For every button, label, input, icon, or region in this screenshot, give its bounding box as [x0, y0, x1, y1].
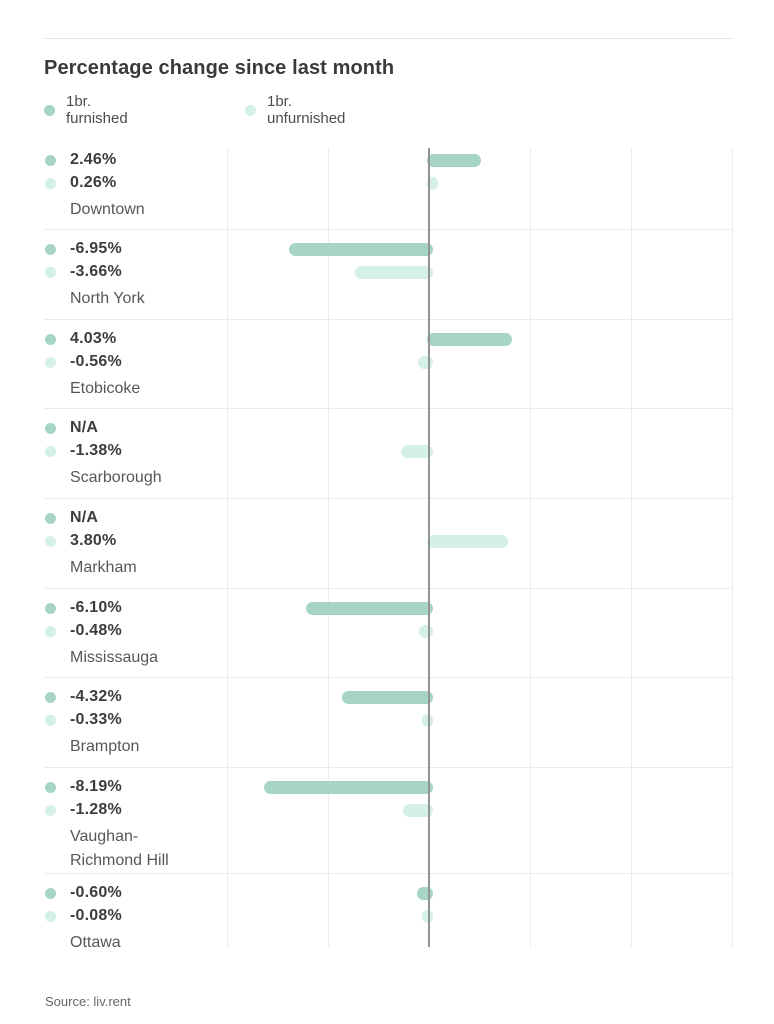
chart-row-markham: N/A 3.80% Markham: [44, 499, 733, 589]
unfurnished-bar: [355, 265, 433, 279]
chart-row-ottawa: -0.60% -0.08% Ottawa: [44, 874, 733, 951]
category-label: Etobicoke: [70, 380, 141, 397]
furnished-value: -0.60%: [70, 884, 122, 901]
category-label: Scarborough: [70, 469, 162, 486]
furnished-bar: [416, 886, 433, 900]
unfurnished-value: -0.48%: [70, 622, 122, 639]
unfurnished-dot-icon: [45, 266, 56, 278]
furnished-dot-icon: [45, 887, 56, 899]
zero-axis-line: [428, 148, 430, 947]
gridline: [529, 148, 531, 947]
chart-row-north-york: -6.95% -3.66% North York: [44, 230, 733, 320]
legend-item-furnished: 1br. furnished: [44, 93, 128, 127]
furnished-dot-icon: [45, 422, 56, 434]
legend-label-unfurnished: 1br. unfurnished: [267, 93, 346, 127]
unfurnished-bar: [422, 713, 433, 727]
unfurnished-dot-icon: [45, 177, 56, 189]
unfurnished-dot-icon: [45, 445, 56, 457]
unfurnished-bar: [422, 909, 433, 923]
source-note: Source: liv.rent: [45, 994, 131, 1009]
furnished-dot-icon: [45, 781, 56, 793]
unfurnished-dot-icon: [45, 714, 56, 726]
chart-row-etobicoke: 4.03% -0.56% Etobicoke: [44, 320, 733, 409]
chart-title: Percentage change since last month: [44, 57, 395, 79]
furnished-dot-icon: [45, 243, 56, 255]
unfurnished-value: -1.38%: [70, 442, 122, 459]
category-label: Markham: [70, 559, 137, 576]
furnished-bar: [263, 780, 433, 794]
furnished-dot-icon: [45, 154, 56, 166]
gridline: [630, 148, 632, 947]
unfurnished-value: -0.08%: [70, 907, 122, 924]
gridline: [226, 148, 228, 947]
chart-row-downtown: 2.46% 0.26% Downtown: [44, 141, 733, 230]
furnished-dot-icon: [45, 691, 56, 703]
unfurnished-value: -0.33%: [70, 711, 122, 728]
furnished-value: 4.03%: [70, 330, 117, 347]
furnished-value: -8.19%: [70, 778, 122, 795]
gridline: [731, 148, 733, 947]
unfurnished-value: 0.26%: [70, 174, 117, 191]
category-label: Mississauga: [70, 649, 159, 666]
category-label: Downtown: [70, 201, 145, 218]
legend-item-unfurnished: 1br. unfurnished: [245, 93, 345, 127]
furnished-value: -6.95%: [70, 240, 122, 257]
unfurnished-dot-icon: [45, 535, 56, 547]
furnished-value: 2.46%: [70, 151, 117, 168]
furnished-bar: [427, 153, 481, 167]
unfurnished-dot-icon: [45, 356, 56, 368]
legend-label-furnished: 1br. furnished: [66, 93, 128, 127]
unfurnished-bar: [427, 176, 438, 190]
unfurnished-bar: [417, 355, 433, 369]
unfurnished-value: 3.80%: [70, 532, 117, 549]
furnished-bar: [288, 242, 433, 256]
category-label: Vaughan- Richmond Hill: [70, 828, 169, 869]
chart-row-scarborough: N/A -1.38% Scarborough: [44, 409, 733, 499]
furnished-value: -6.10%: [70, 599, 122, 616]
category-label: Ottawa: [70, 934, 121, 951]
unfurnished-legend-dot-icon: [245, 104, 256, 116]
furnished-legend-dot-icon: [44, 104, 55, 116]
category-label: Brampton: [70, 738, 140, 755]
furnished-value: N/A: [70, 509, 99, 526]
unfurnished-value: -0.56%: [70, 353, 122, 370]
unfurnished-bar: [427, 534, 508, 548]
top-divider: [44, 38, 733, 39]
category-label: North York: [70, 290, 145, 307]
unfurnished-bar: [419, 624, 433, 638]
unfurnished-value: -1.28%: [70, 801, 122, 818]
furnished-value: -4.32%: [70, 688, 122, 705]
unfurnished-bar: [403, 803, 433, 817]
unfurnished-value: -3.66%: [70, 263, 122, 280]
chart-row-brampton: -4.32% -0.33% Brampton: [44, 678, 733, 768]
furnished-dot-icon: [45, 512, 56, 524]
furnished-bar: [341, 690, 433, 704]
unfurnished-bar: [401, 444, 433, 458]
unfurnished-dot-icon: [45, 910, 56, 922]
furnished-dot-icon: [45, 602, 56, 614]
unfurnished-dot-icon: [45, 804, 56, 816]
chart-row-mississauga: -6.10% -0.48% Mississauga: [44, 589, 733, 678]
furnished-value: N/A: [70, 419, 99, 436]
furnished-bar: [427, 332, 513, 346]
gridline: [327, 148, 329, 947]
furnished-bar: [305, 601, 433, 615]
unfurnished-dot-icon: [45, 625, 56, 637]
chart-row-vaughan-richmond-hill: -8.19% -1.28% Vaughan- Richmond Hill: [44, 768, 733, 874]
furnished-dot-icon: [45, 333, 56, 345]
